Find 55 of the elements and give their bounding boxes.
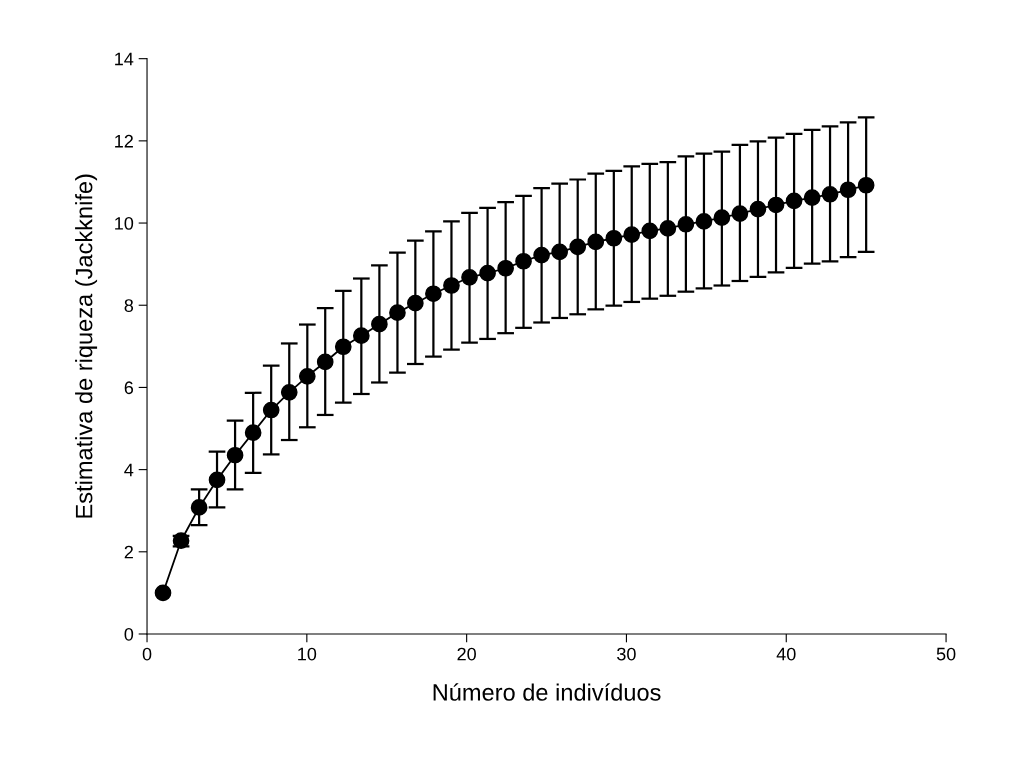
point	[352, 327, 370, 344]
point	[497, 259, 514, 277]
x-tick-label: 10	[298, 647, 317, 661]
point	[154, 584, 172, 602]
point	[298, 367, 316, 385]
point	[479, 264, 496, 282]
point	[533, 246, 550, 264]
point	[695, 213, 713, 230]
point	[641, 222, 659, 240]
point	[605, 229, 623, 247]
point	[461, 268, 478, 286]
y-tick-label: 12	[115, 134, 133, 148]
point	[443, 277, 460, 294]
x-tick-label: 0	[142, 647, 152, 661]
point	[262, 401, 280, 419]
point	[623, 226, 641, 243]
point	[569, 238, 587, 256]
point	[244, 424, 262, 441]
y-tick-label: 0	[124, 627, 134, 641]
x-tick-label: 40	[776, 647, 796, 661]
y-tick-label: 10	[115, 216, 134, 230]
point	[839, 181, 857, 199]
point	[551, 243, 568, 261]
x-tick-label: 30	[617, 647, 636, 661]
x-tick-label: 50	[936, 647, 956, 661]
point	[226, 446, 244, 464]
x-axis-title: Número de indivíduos	[433, 683, 661, 701]
y-tick-label: 4	[124, 463, 134, 477]
point	[425, 285, 442, 303]
point	[731, 205, 749, 222]
point	[803, 189, 821, 206]
point	[208, 471, 226, 489]
y-tick-label: 14	[115, 52, 134, 66]
y-tick-label: 8	[124, 299, 134, 312]
point	[316, 353, 334, 371]
point	[821, 185, 839, 203]
point	[280, 384, 298, 401]
x-tick-label: 20	[457, 647, 476, 661]
point	[515, 252, 532, 270]
y-axis-title: Estimativa de riqueza (Jackknife)	[75, 174, 98, 518]
point	[407, 294, 424, 312]
point	[785, 192, 803, 210]
point	[659, 220, 677, 237]
y-tick-label: 6	[124, 381, 134, 395]
point	[389, 304, 406, 321]
point	[677, 215, 695, 233]
point	[857, 176, 875, 194]
y-tick-label: 2	[124, 545, 133, 559]
point	[190, 499, 208, 516]
point	[587, 233, 605, 251]
point	[749, 200, 767, 218]
point	[371, 315, 388, 333]
point	[767, 196, 785, 214]
point	[334, 338, 352, 356]
point	[713, 209, 731, 227]
